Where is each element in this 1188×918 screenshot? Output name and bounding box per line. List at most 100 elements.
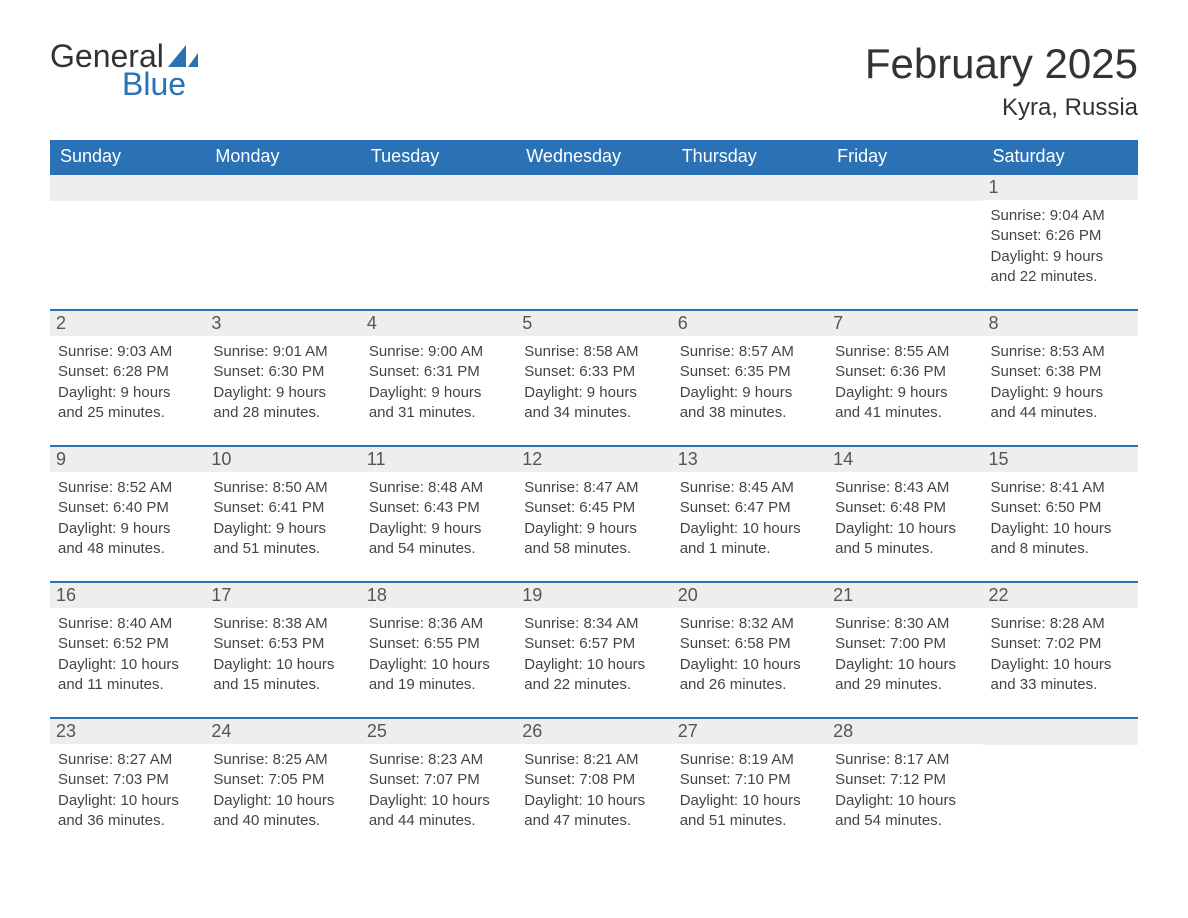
day-number: 26 [516, 719, 671, 744]
sunrise-line: Sunrise: 8:40 AM [58, 614, 197, 634]
day-cell: 13Sunrise: 8:45 AMSunset: 6:47 PMDayligh… [672, 446, 827, 582]
day-cell [983, 718, 1138, 853]
day-cell: 20Sunrise: 8:32 AMSunset: 6:58 PMDayligh… [672, 582, 827, 718]
week-row: 16Sunrise: 8:40 AMSunset: 6:52 PMDayligh… [50, 582, 1138, 718]
day-header: Wednesday [516, 140, 671, 174]
page-header: General Blue February 2025 Kyra, Russia [50, 40, 1138, 122]
day-number [205, 175, 360, 201]
day-details: Sunrise: 8:57 AMSunset: 6:35 PMDaylight:… [680, 342, 819, 423]
sunset-line: Sunset: 6:36 PM [835, 362, 974, 382]
sunset-line: Sunset: 7:12 PM [835, 770, 974, 790]
sunset-line: Sunset: 6:40 PM [58, 498, 197, 518]
sunset-line: Sunset: 6:38 PM [991, 362, 1130, 382]
calendar-table: SundayMondayTuesdayWednesdayThursdayFrid… [50, 140, 1138, 853]
sunrise-line: Sunrise: 8:38 AM [213, 614, 352, 634]
sunrise-line: Sunrise: 8:47 AM [524, 478, 663, 498]
sunrise-line: Sunrise: 8:58 AM [524, 342, 663, 362]
day-cell [361, 174, 516, 310]
sunset-line: Sunset: 6:47 PM [680, 498, 819, 518]
day-details: Sunrise: 8:52 AMSunset: 6:40 PMDaylight:… [58, 478, 197, 559]
day-number: 21 [827, 583, 982, 608]
sunset-line: Sunset: 6:33 PM [524, 362, 663, 382]
daylight-line: Daylight: 9 hours and 44 minutes. [991, 383, 1130, 424]
daylight-line: Daylight: 9 hours and 58 minutes. [524, 519, 663, 560]
day-number: 24 [205, 719, 360, 744]
day-details: Sunrise: 8:19 AMSunset: 7:10 PMDaylight:… [680, 750, 819, 831]
daylight-line: Daylight: 10 hours and 33 minutes. [991, 655, 1130, 696]
day-details: Sunrise: 8:28 AMSunset: 7:02 PMDaylight:… [991, 614, 1130, 695]
day-number: 3 [205, 311, 360, 336]
sunset-line: Sunset: 7:08 PM [524, 770, 663, 790]
day-cell: 19Sunrise: 8:34 AMSunset: 6:57 PMDayligh… [516, 582, 671, 718]
day-header: Sunday [50, 140, 205, 174]
day-number: 22 [983, 583, 1138, 608]
sunset-line: Sunset: 7:03 PM [58, 770, 197, 790]
day-cell [827, 174, 982, 310]
sunrise-line: Sunrise: 8:21 AM [524, 750, 663, 770]
day-cell: 24Sunrise: 8:25 AMSunset: 7:05 PMDayligh… [205, 718, 360, 853]
day-number: 8 [983, 311, 1138, 336]
day-cell: 25Sunrise: 8:23 AMSunset: 7:07 PMDayligh… [361, 718, 516, 853]
daylight-line: Daylight: 10 hours and 36 minutes. [58, 791, 197, 832]
sunset-line: Sunset: 6:53 PM [213, 634, 352, 654]
daylight-line: Daylight: 10 hours and 5 minutes. [835, 519, 974, 560]
sunrise-line: Sunrise: 8:25 AM [213, 750, 352, 770]
daylight-line: Daylight: 10 hours and 1 minute. [680, 519, 819, 560]
day-cell: 28 Sunrise: 8:17 AMSunset: 7:12 PMDayligh… [827, 718, 982, 853]
day-number: 23 [50, 719, 205, 744]
day-details: Sunrise: 9:01 AMSunset: 6:30 PMDaylight:… [213, 342, 352, 423]
sunrise-line: Sunrise: 8:48 AM [369, 478, 508, 498]
day-number: 19 [516, 583, 671, 608]
sunset-line: Sunset: 7:10 PM [680, 770, 819, 790]
sunset-line: Sunset: 7:00 PM [835, 634, 974, 654]
sunrise-line: Sunrise: 8:55 AM [835, 342, 974, 362]
sunrise-line: Sunrise: 9:03 AM [58, 342, 197, 362]
day-details: Sunrise: 8:30 AMSunset: 7:00 PMDaylight:… [835, 614, 974, 695]
sail-icon [168, 45, 198, 67]
daylight-line: Daylight: 10 hours and 54 minutes. [835, 791, 974, 832]
day-number: 28 [827, 719, 982, 744]
day-number [516, 175, 671, 201]
sunrise-line: Sunrise: 8:27 AM [58, 750, 197, 770]
day-number: 16 [50, 583, 205, 608]
day-number [672, 175, 827, 201]
sunset-line: Sunset: 7:02 PM [991, 634, 1130, 654]
daylight-line: Daylight: 9 hours and 31 minutes. [369, 383, 508, 424]
day-cell: 9Sunrise: 8:52 AMSunset: 6:40 PMDaylight… [50, 446, 205, 582]
day-details: Sunrise: 8:17 AMSunset: 7:12 PMDaylight:… [835, 750, 974, 831]
day-cell: 10Sunrise: 8:50 AMSunset: 6:41 PMDayligh… [205, 446, 360, 582]
sunset-line: Sunset: 6:55 PM [369, 634, 508, 654]
day-number: 6 [672, 311, 827, 336]
day-details: Sunrise: 8:43 AMSunset: 6:48 PMDaylight:… [835, 478, 974, 559]
sunrise-line: Sunrise: 8:30 AM [835, 614, 974, 634]
sunrise-line: Sunrise: 8:43 AM [835, 478, 974, 498]
day-number: 11 [361, 447, 516, 472]
day-number: 10 [205, 447, 360, 472]
logo-word-blue: Blue [122, 68, 198, 100]
daylight-line: Daylight: 10 hours and 47 minutes. [524, 791, 663, 832]
day-details: Sunrise: 8:36 AMSunset: 6:55 PMDaylight:… [369, 614, 508, 695]
week-row: 1Sunrise: 9:04 AMSunset: 6:26 PMDaylight… [50, 174, 1138, 310]
sunrise-line: Sunrise: 8:32 AM [680, 614, 819, 634]
day-cell: 16Sunrise: 8:40 AMSunset: 6:52 PMDayligh… [50, 582, 205, 718]
day-cell: 7Sunrise: 8:55 AMSunset: 6:36 PMDaylight… [827, 310, 982, 446]
day-cell: 11 Sunrise: 8:48 AMSunset: 6:43 PMDayligh… [361, 446, 516, 582]
sunset-line: Sunset: 6:30 PM [213, 362, 352, 382]
daylight-line: Daylight: 9 hours and 48 minutes. [58, 519, 197, 560]
day-details: Sunrise: 8:21 AMSunset: 7:08 PMDaylight:… [524, 750, 663, 831]
day-cell: 6 Sunrise: 8:57 AMSunset: 6:35 PMDaylight… [672, 310, 827, 446]
day-cell: 18Sunrise: 8:36 AMSunset: 6:55 PMDayligh… [361, 582, 516, 718]
sunset-line: Sunset: 6:45 PM [524, 498, 663, 518]
day-details: Sunrise: 9:03 AMSunset: 6:28 PMDaylight:… [58, 342, 197, 423]
month-title: February 2025 [865, 40, 1138, 88]
day-details: Sunrise: 9:00 AMSunset: 6:31 PMDaylight:… [369, 342, 508, 423]
day-number: 4 [361, 311, 516, 336]
day-cell: 22 Sunrise: 8:28 AMSunset: 7:02 PMDayligh… [983, 582, 1138, 718]
day-details: Sunrise: 8:48 AMSunset: 6:43 PMDaylight:… [369, 478, 508, 559]
day-details: Sunrise: 8:45 AMSunset: 6:47 PMDaylight:… [680, 478, 819, 559]
sunset-line: Sunset: 7:05 PM [213, 770, 352, 790]
day-cell [205, 174, 360, 310]
day-details: Sunrise: 8:23 AMSunset: 7:07 PMDaylight:… [369, 750, 508, 831]
day-cell: 8Sunrise: 8:53 AMSunset: 6:38 PMDaylight… [983, 310, 1138, 446]
day-number [361, 175, 516, 201]
